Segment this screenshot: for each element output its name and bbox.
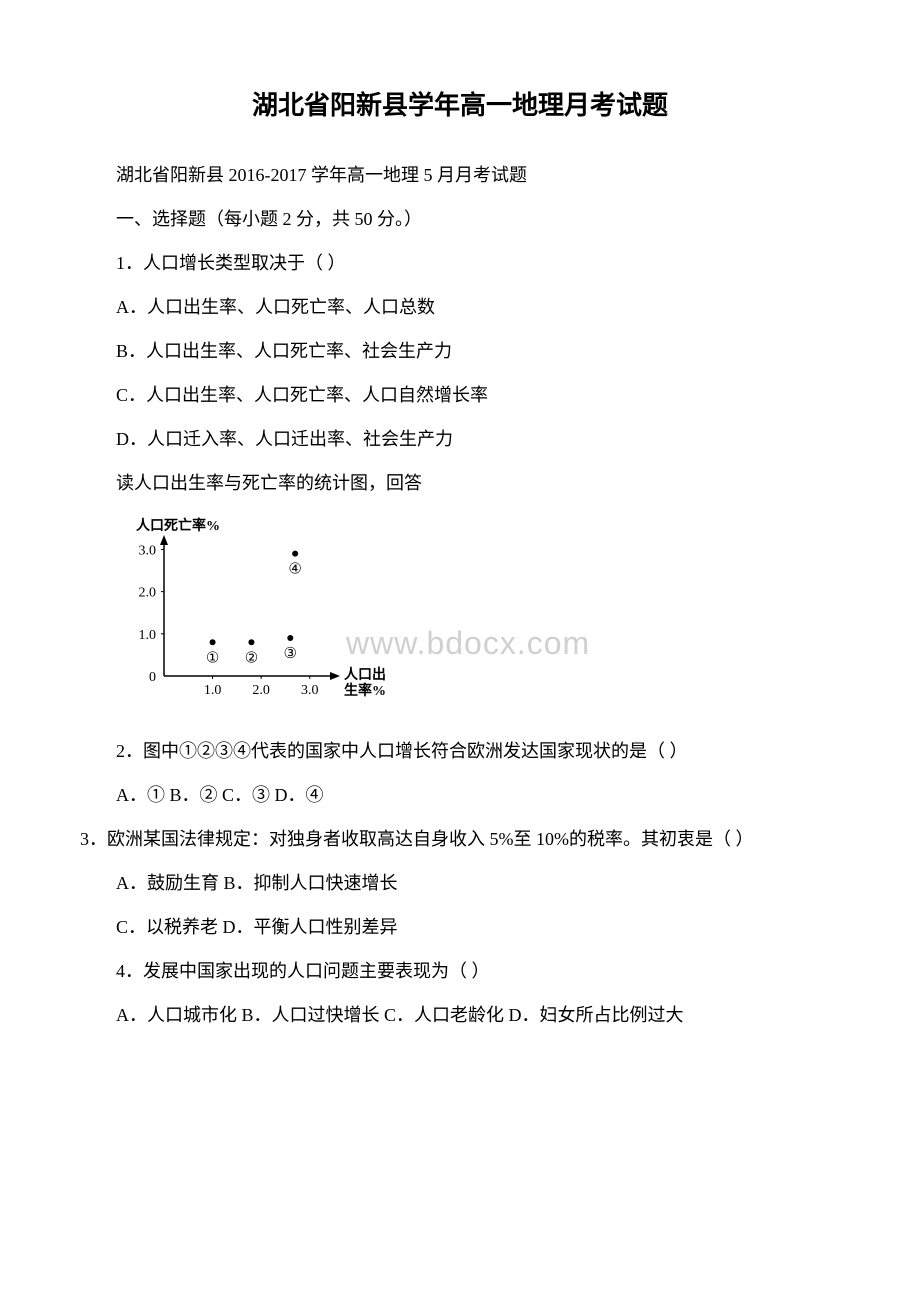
svg-text:0: 0 <box>149 670 156 685</box>
birth-death-rate-chart: 人口死亡率% 0 1.0 2.0 3.0 1.0 2.0 3.0 人口出生率% ① ② ③ ④ <box>116 516 436 706</box>
q3-options-line2: C．以税养老 D．平衡人口性别差异 <box>80 909 840 945</box>
svg-text:3.0: 3.0 <box>301 683 319 698</box>
svg-text:人口出: 人口出 <box>344 666 386 683</box>
svg-text:2.0: 2.0 <box>139 586 157 601</box>
q4-stem: 4．发展中国家出现的人口问题主要表现为（ ） <box>80 953 840 989</box>
svg-text:生率%: 生率% <box>344 682 386 699</box>
svg-text:③: ③ <box>284 646 297 662</box>
chart-intro: 读人口出生率与死亡率的统计图，回答 <box>80 465 840 501</box>
q3-stem: 3．欧洲某国法律规定：对独身者收取高达自身收入 5%至 10%的税率。其初衷是（… <box>80 821 840 857</box>
svg-text:人口死亡率%: 人口死亡率% <box>136 517 220 534</box>
q1-option-a: A．人口出生率、人口死亡率、人口总数 <box>80 289 840 325</box>
svg-text:1.0: 1.0 <box>204 683 222 698</box>
q1-stem: 1．人口增长类型取决于（ ） <box>80 245 840 281</box>
svg-text:2.0: 2.0 <box>252 683 270 698</box>
svg-text:1.0: 1.0 <box>139 628 157 643</box>
page-title: 湖北省阳新县学年高一地理月考试题 <box>80 80 840 132</box>
svg-text:④: ④ <box>288 562 301 578</box>
svg-text:②: ② <box>245 650 258 666</box>
subtitle: 湖北省阳新县 2016-2017 学年高一地理 5 月月考试题 <box>80 157 840 193</box>
svg-text:3.0: 3.0 <box>139 543 157 558</box>
q2-options: A．① B．② C．③ D．④ <box>80 777 840 813</box>
q2-stem: 2．图中①②③④代表的国家中人口增长符合欧洲发达国家现状的是（ ） <box>80 733 840 769</box>
chart-container: 人口死亡率%01.02.03.01.02.03.0人口出生率%①②③④ www.… <box>116 516 840 718</box>
q1-option-c: C．人口出生率、人口死亡率、人口自然增长率 <box>80 377 840 413</box>
svg-text:①: ① <box>206 650 219 666</box>
q1-option-b: B．人口出生率、人口死亡率、社会生产力 <box>80 333 840 369</box>
q1-option-d: D．人口迁入率、人口迁出率、社会生产力 <box>80 421 840 457</box>
q3-options-line1: A．鼓励生育 B．抑制人口快速增长 <box>80 865 840 901</box>
section-heading: 一、选择题（每小题 2 分，共 50 分。） <box>80 201 840 237</box>
q4-options: A．人口城市化 B．人口过快增长 C．人口老龄化 D．妇女所占比例过大 <box>80 997 840 1033</box>
